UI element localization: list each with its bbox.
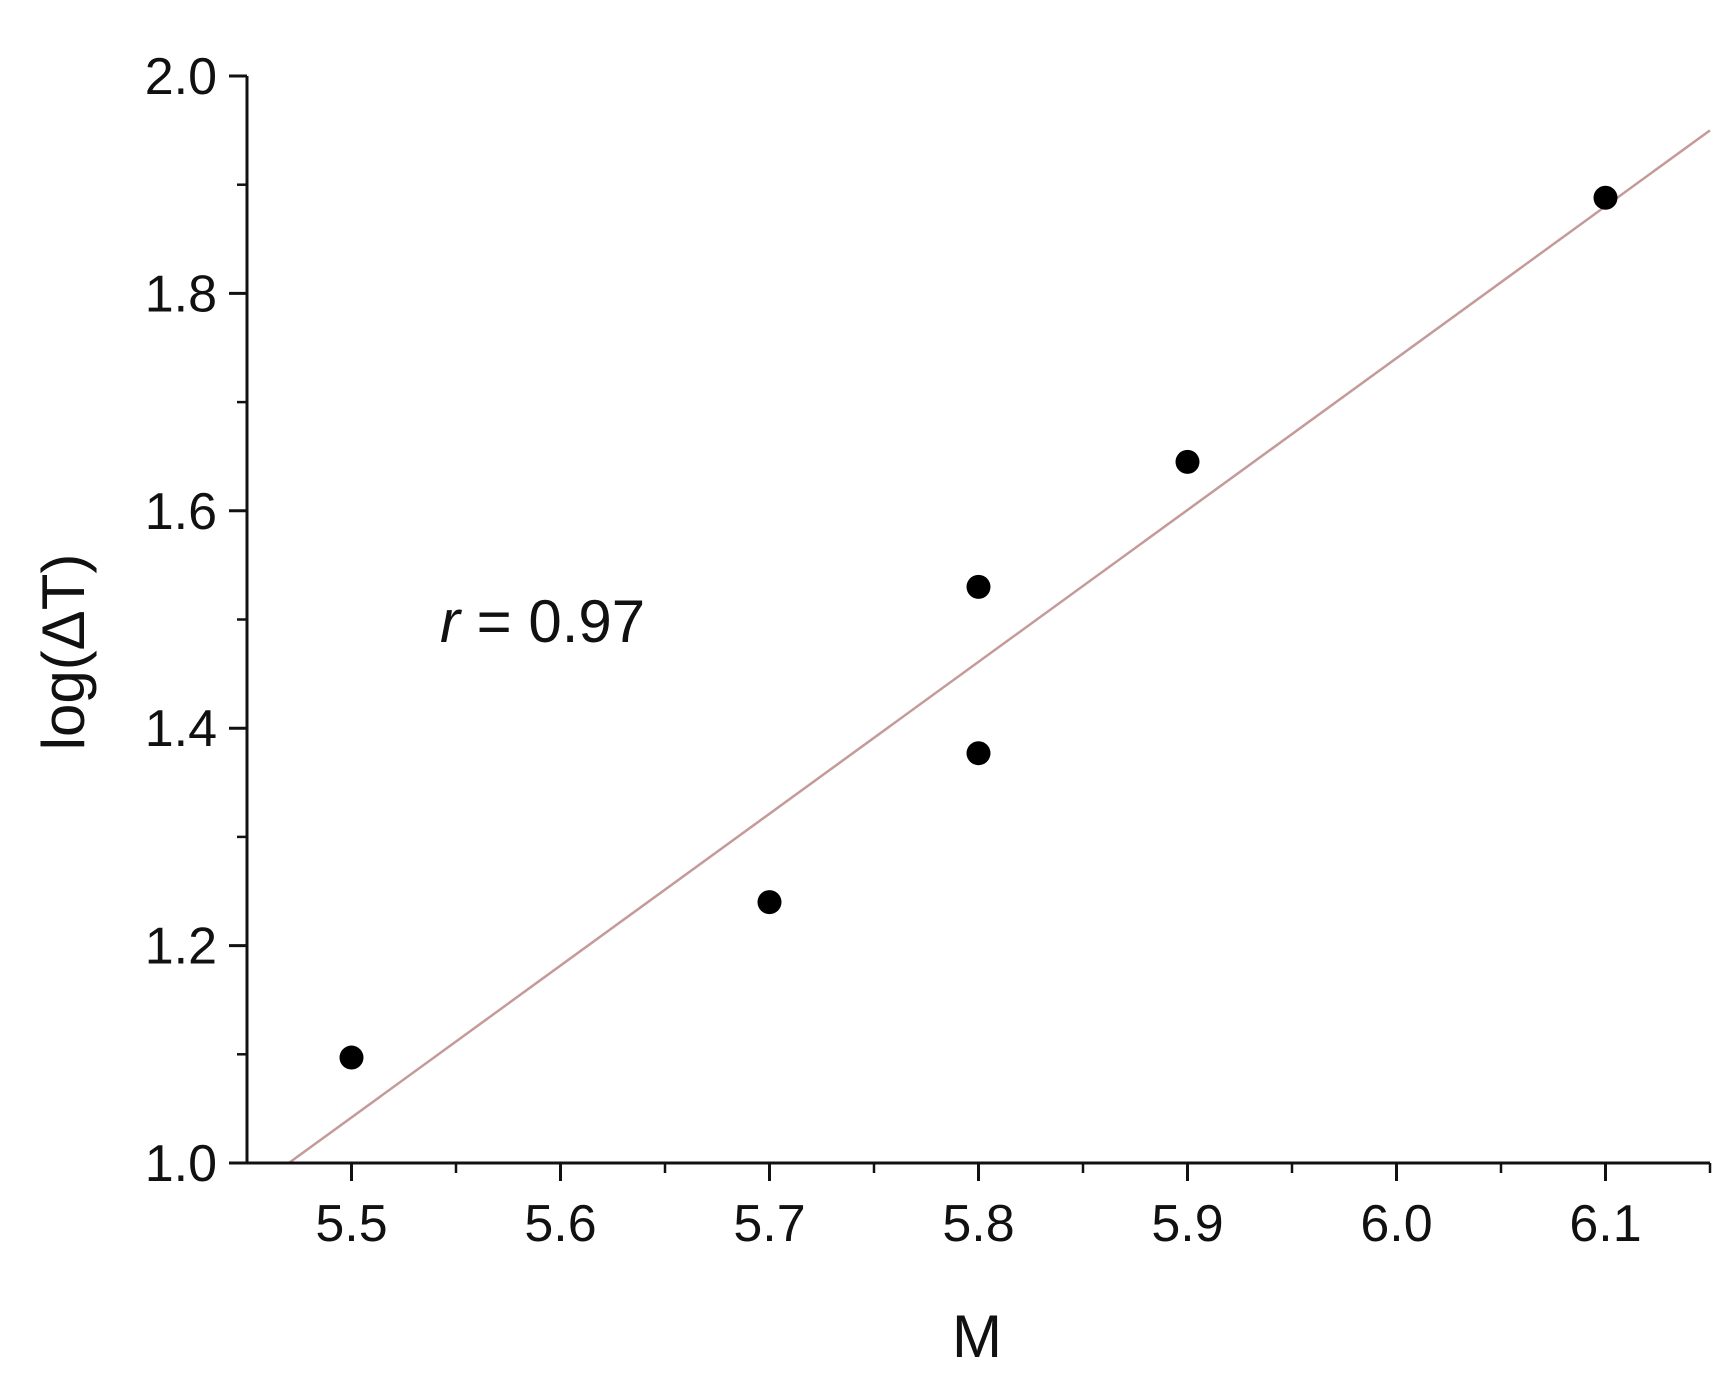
x-tick-label: 5.8 xyxy=(942,1195,1014,1253)
tick-labels: 5.5 5.6 5.7 5.8 5.9 6.0 6.1 1.0 1.2 1.4 1.6 1.8 2.0 xyxy=(145,48,1642,1253)
y-tick-label: 1.0 xyxy=(145,1135,217,1193)
data-point xyxy=(966,741,991,766)
fit-line-layer xyxy=(288,129,1711,1165)
y-tick-label: 2.0 xyxy=(145,48,217,106)
annotation-variable: r xyxy=(440,588,462,655)
correlation-annotation: r = 0.97 xyxy=(440,588,645,655)
y-tick-label: 1.2 xyxy=(145,918,217,976)
x-tick-label: 5.5 xyxy=(315,1195,387,1253)
x-tick-label: 6.1 xyxy=(1569,1195,1641,1253)
data-point xyxy=(1175,449,1200,474)
x-tick-label: 5.6 xyxy=(524,1195,596,1253)
data-points xyxy=(339,185,1618,1070)
x-tick-label: 5.7 xyxy=(733,1195,805,1253)
data-point xyxy=(1593,185,1618,210)
x-axis-label: M xyxy=(952,1303,1002,1370)
annotation-value: = 0.97 xyxy=(460,588,645,655)
regression-line xyxy=(288,129,1711,1165)
axes xyxy=(229,74,1712,1181)
y-axis-label: log(ΔT) xyxy=(30,554,97,751)
data-point xyxy=(966,574,991,599)
y-tick-label: 1.4 xyxy=(145,700,217,758)
y-tick-label: 1.6 xyxy=(145,483,217,541)
y-tick-label: 1.8 xyxy=(145,265,217,323)
data-point xyxy=(339,1045,364,1070)
x-tick-label: 6.0 xyxy=(1360,1195,1432,1253)
data-point xyxy=(757,890,782,915)
x-tick-label: 5.9 xyxy=(1151,1195,1223,1253)
